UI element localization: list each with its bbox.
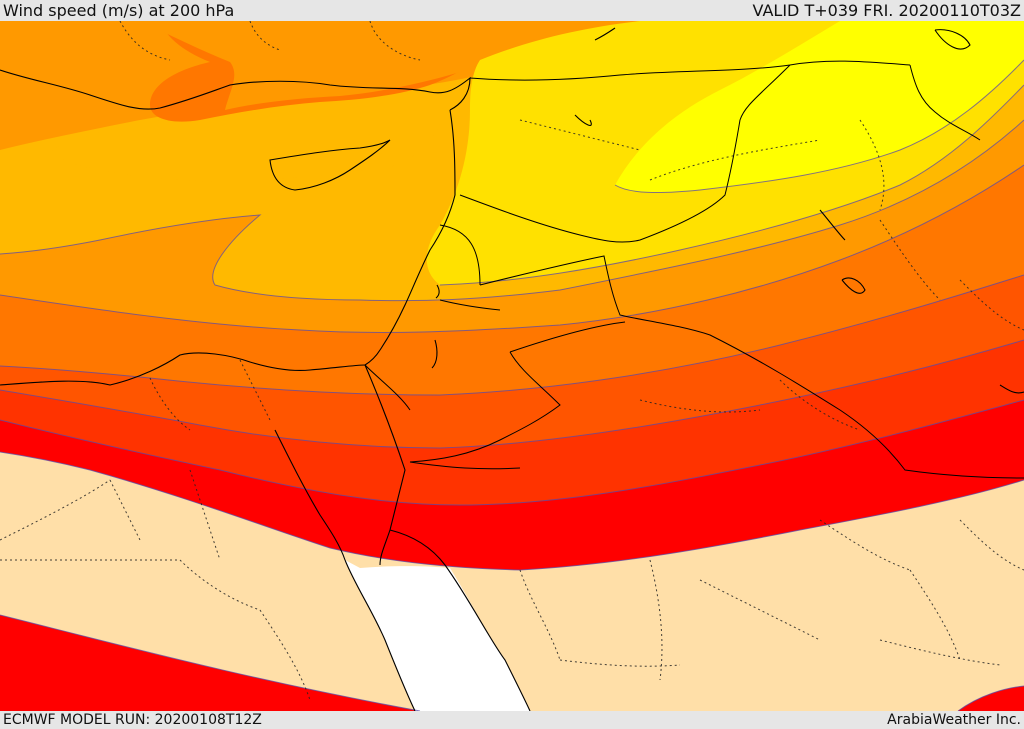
speed-bands: [0, 21, 1024, 711]
red-sea: [345, 560, 530, 711]
band-amber-west: [52, 82, 443, 182]
band-orange-north: [140, 21, 560, 110]
band-southeast-red: [958, 686, 1024, 711]
credit: ArabiaWeather Inc.: [887, 712, 1021, 728]
contour-lines: [0, 59, 1024, 711]
valid-time: VALID T+039 FRI. 20200110T03Z: [752, 1, 1021, 20]
political-borders: [364, 60, 1024, 479]
admin-borders: [0, 21, 1024, 701]
coastlines: [0, 27, 1024, 711]
map-title: Wind speed (m/s) at 200 hPa: [3, 1, 235, 20]
band-yellow: [615, 21, 1024, 193]
model-run: ECMWF MODEL RUN: 20200108T12Z: [3, 712, 262, 728]
footer-bar: ECMWF MODEL RUN: 20200108T12Z ArabiaWeat…: [0, 711, 1024, 729]
header-bar: Wind speed (m/s) at 200 hPa VALID T+039 …: [0, 0, 1024, 21]
band-southwest-red: [0, 615, 420, 711]
wind-speed-map: [0, 21, 1024, 711]
